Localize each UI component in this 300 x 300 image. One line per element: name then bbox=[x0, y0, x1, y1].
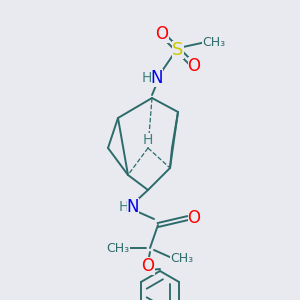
Text: N: N bbox=[127, 198, 139, 216]
Text: CH₃: CH₃ bbox=[170, 251, 194, 265]
Text: CH₃: CH₃ bbox=[106, 242, 130, 254]
Text: O: O bbox=[142, 257, 154, 275]
Text: S: S bbox=[172, 41, 184, 59]
Text: O: O bbox=[188, 209, 200, 227]
Text: H: H bbox=[143, 133, 153, 147]
Text: N: N bbox=[151, 69, 163, 87]
Text: O: O bbox=[188, 57, 200, 75]
Text: O: O bbox=[155, 25, 169, 43]
Text: H: H bbox=[119, 200, 129, 214]
Text: H: H bbox=[142, 71, 152, 85]
Text: CH₃: CH₃ bbox=[202, 35, 226, 49]
